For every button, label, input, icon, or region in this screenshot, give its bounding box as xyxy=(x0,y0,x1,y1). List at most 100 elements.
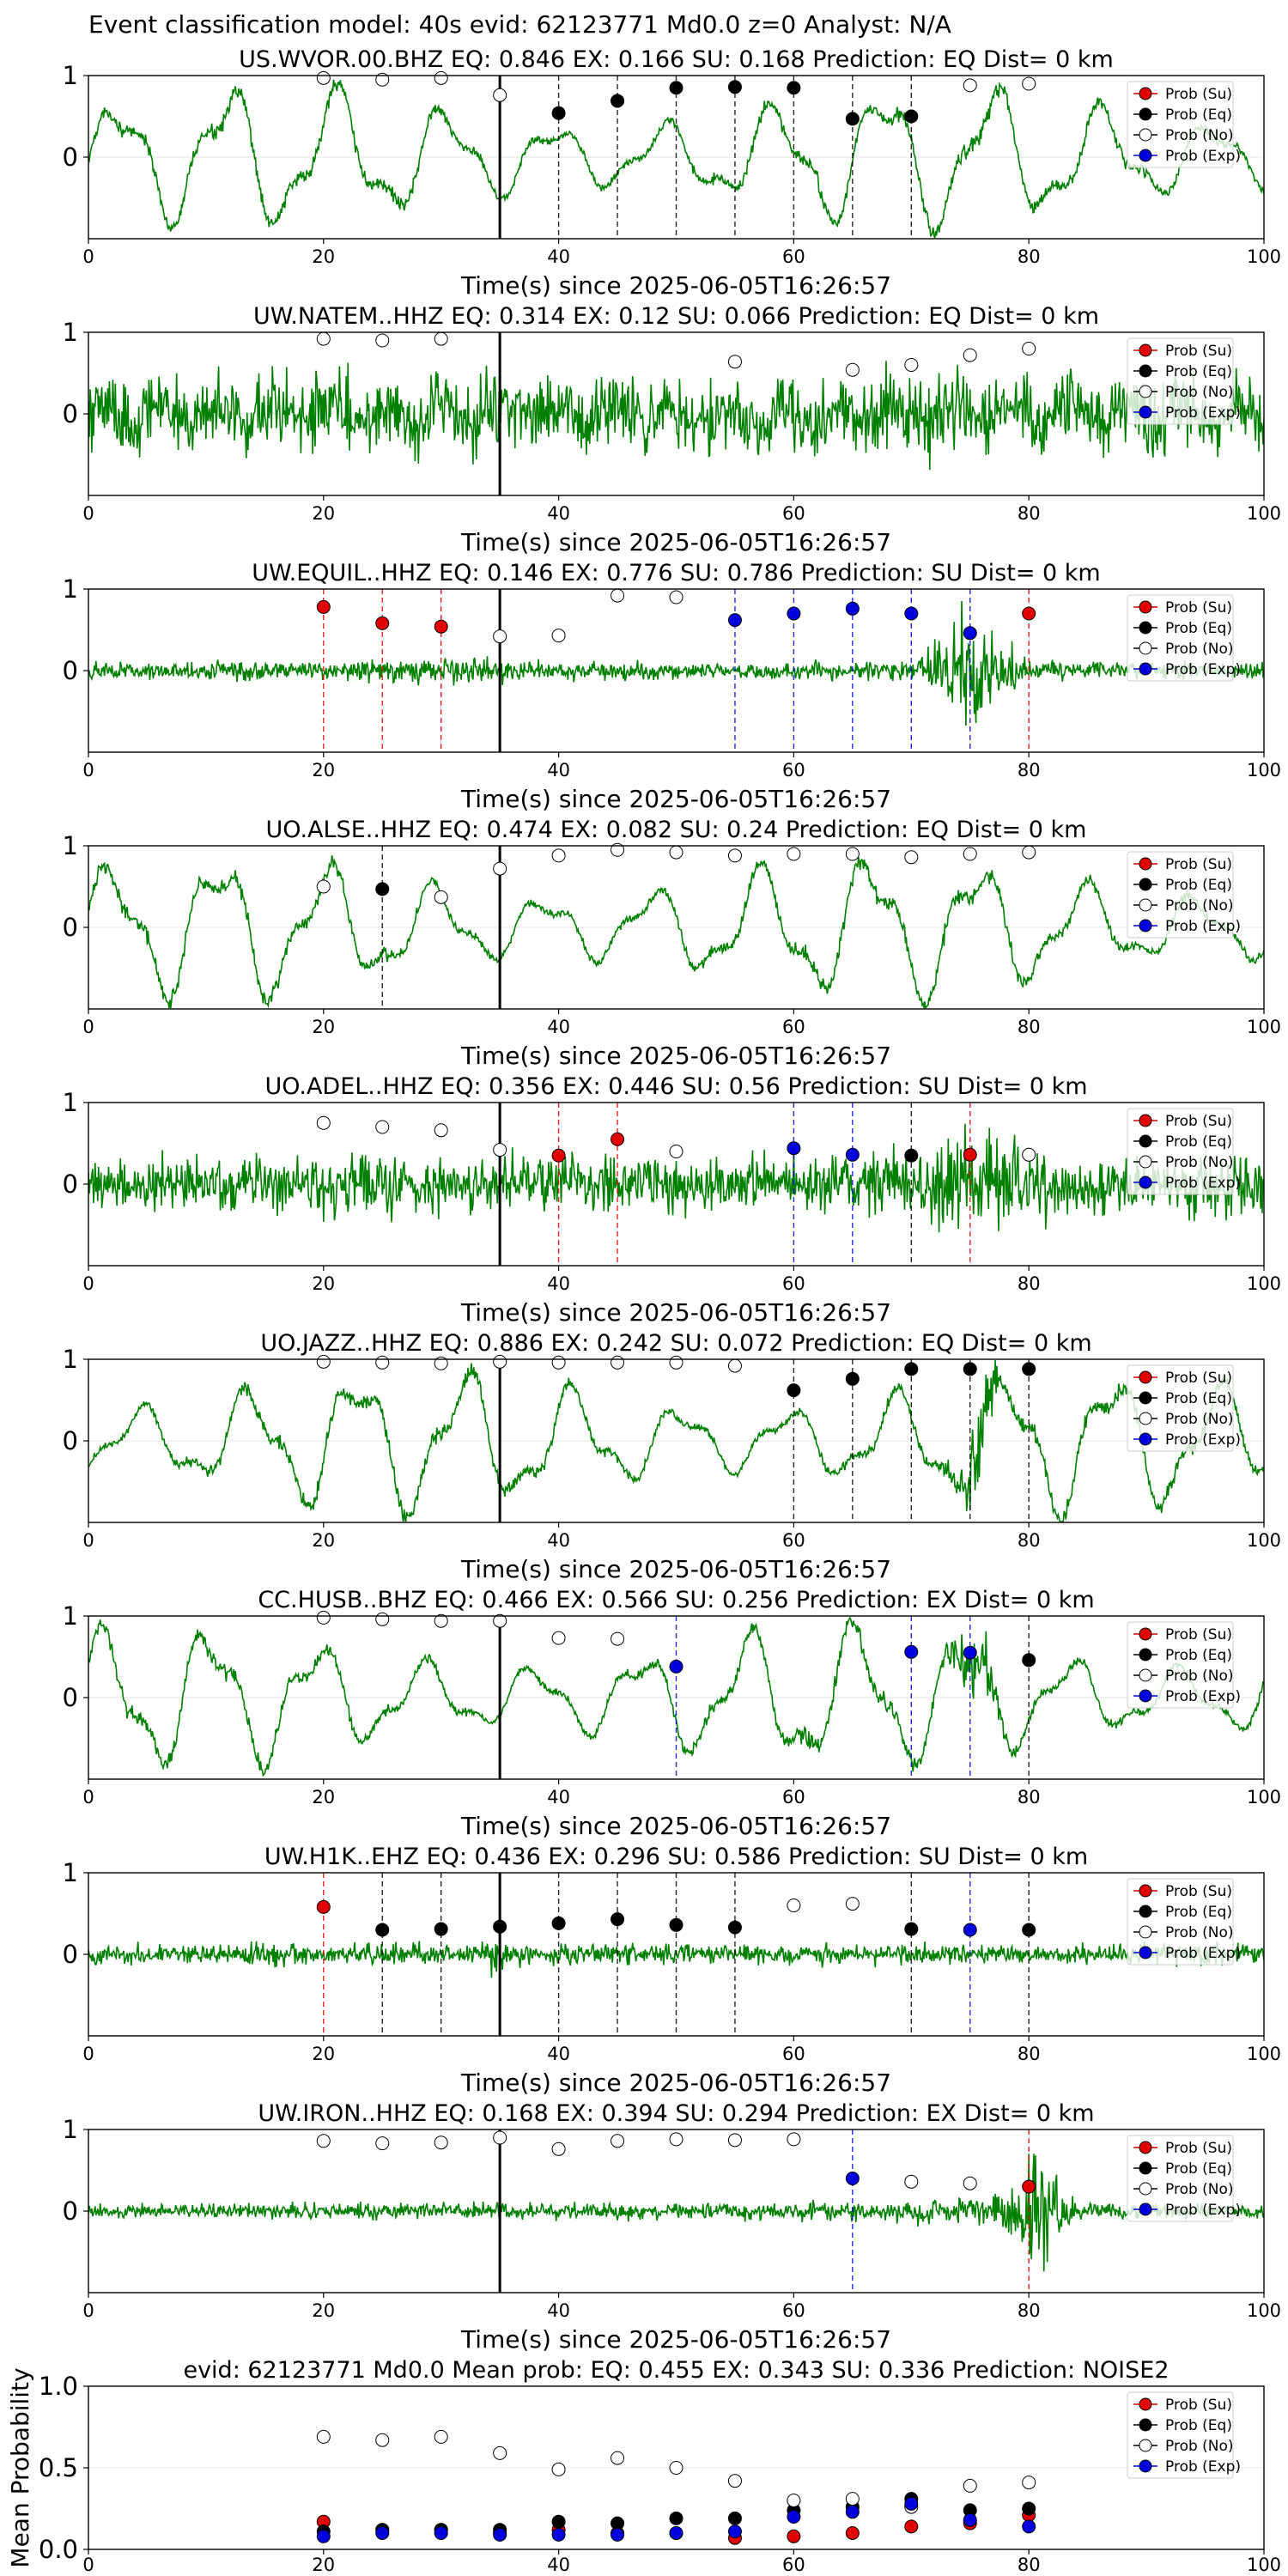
legend-marker-exp xyxy=(1139,919,1152,933)
x-tick-label: 80 xyxy=(1018,1530,1041,1551)
mean-point-no xyxy=(611,2451,625,2465)
prob-point-su xyxy=(1022,2179,1036,2194)
legend-box xyxy=(1127,2135,1234,2222)
prob-point-su xyxy=(551,1148,566,1163)
mean-point-no xyxy=(493,2445,507,2460)
legend-marker-exp xyxy=(1139,1689,1152,1703)
legend-label-no: Prob (No) xyxy=(1165,641,1234,658)
legend-marker-eq xyxy=(1139,1648,1152,1662)
panel-1: US.WVOR.00.BHZ EQ: 0.846 EX: 0.166 SU: 0… xyxy=(63,46,1282,300)
prob-point-eq xyxy=(904,1362,919,1376)
x-tick-label: 20 xyxy=(312,1787,335,1807)
x-tick-label: 0 xyxy=(82,503,94,524)
prob-point-eq xyxy=(375,1923,390,1937)
legend-marker-su xyxy=(1139,1114,1152,1127)
legend-label-su: Prob (Su) xyxy=(1165,1113,1232,1130)
panel-9: UW.IRON..HHZ EQ: 0.168 EX: 0.394 SU: 0.2… xyxy=(63,2100,1282,2354)
panel-title: US.WVOR.00.BHZ EQ: 0.846 EX: 0.166 SU: 0… xyxy=(239,46,1114,73)
prob-point-no xyxy=(434,2136,448,2150)
legend-marker-exp xyxy=(1139,1432,1152,1446)
prob-point-exp xyxy=(963,1923,977,1937)
x-tick-label: 80 xyxy=(1018,760,1041,781)
x-tick-label: 0 xyxy=(82,2555,94,2575)
x-tick-label: 0 xyxy=(82,760,94,781)
prob-point-no xyxy=(316,879,331,894)
panel-title: UO.ALSE..HHZ EQ: 0.474 EX: 0.082 SU: 0.2… xyxy=(266,817,1087,843)
prob-point-exp xyxy=(845,1147,860,1162)
legend: Prob (Su) Prob (Eq) Prob (No) Prob (Exp) xyxy=(1127,1878,1241,1965)
x-tick-label: 20 xyxy=(312,2300,335,2321)
prob-point-no xyxy=(845,362,860,377)
y-axis-label: Mean Probability xyxy=(6,2367,34,2567)
x-tick-label: 80 xyxy=(1018,1273,1041,1294)
prob-point-no xyxy=(434,70,448,85)
prob-point-no xyxy=(375,1612,390,1626)
prob-point-no xyxy=(434,331,448,346)
x-tick-label: 60 xyxy=(782,503,805,524)
legend-marker-su xyxy=(1139,1884,1152,1898)
prob-point-no xyxy=(727,1358,742,1373)
mean-point-exp xyxy=(669,2526,683,2540)
legend-box xyxy=(1127,81,1234,168)
legend-label-eq: Prob (Eq) xyxy=(1165,2160,1232,2178)
x-tick-label: 100 xyxy=(1247,760,1281,781)
y-tick-label: 0 xyxy=(63,1426,78,1455)
prob-point-no xyxy=(493,1143,507,1157)
mean-point-exp xyxy=(316,2529,331,2543)
mean-point-eq xyxy=(669,2511,683,2525)
x-tick-label: 0 xyxy=(82,1273,94,1294)
y-tick-label: 1 xyxy=(63,574,78,604)
panel-2: UW.NATEM..HHZ EQ: 0.314 EX: 0.12 SU: 0.0… xyxy=(63,303,1282,556)
legend-marker-eq xyxy=(1139,1134,1152,1148)
x-tick-label: 80 xyxy=(1018,246,1041,267)
prob-point-su xyxy=(434,619,448,634)
prob-point-eq xyxy=(611,1912,625,1927)
prob-point-eq xyxy=(963,1362,977,1376)
prob-point-no xyxy=(611,1631,625,1646)
prob-point-no xyxy=(1022,76,1036,91)
x-axis-label: Time(s) since 2025-06-05T16:26:57 xyxy=(460,528,891,556)
x-tick-label: 0 xyxy=(82,1530,94,1551)
legend: Prob (Su) Prob (Eq) Prob (No) Prob (Exp) xyxy=(1127,1621,1241,1709)
panel-title: UO.ADEL..HHZ EQ: 0.356 EX: 0.446 SU: 0.5… xyxy=(264,1073,1087,1100)
legend-label-su: Prob (Su) xyxy=(1165,856,1232,873)
legend-label-exp: Prob (Exp) xyxy=(1165,1945,1241,1962)
mean-point-exp xyxy=(493,2527,507,2542)
prob-point-eq xyxy=(787,1383,801,1398)
panel-title: UO.JAZZ..HHZ EQ: 0.886 EX: 0.242 SU: 0.0… xyxy=(260,1330,1091,1357)
prob-point-no xyxy=(904,358,919,372)
legend-marker-no xyxy=(1139,1668,1152,1682)
prob-point-no xyxy=(669,590,683,605)
mean-point-su xyxy=(904,2519,919,2534)
prob-point-no xyxy=(963,78,977,93)
x-tick-label: 80 xyxy=(1018,1017,1041,1037)
mean-point-exp xyxy=(727,2524,742,2539)
legend-label-exp: Prob (Exp) xyxy=(1165,1175,1241,1192)
legend-marker-eq xyxy=(1139,2161,1152,2175)
legend-marker-no xyxy=(1139,1412,1152,1425)
y-tick-label: 0.0 xyxy=(39,2535,78,2564)
mean-point-exp xyxy=(611,2527,625,2542)
legend-box xyxy=(1127,1108,1234,1195)
panel-mean-probability: evid: 62123771 Md0.0 Mean prob: EQ: 0.45… xyxy=(6,2357,1281,2575)
x-tick-label: 20 xyxy=(312,246,335,267)
x-tick-label: 20 xyxy=(312,1530,335,1551)
mean-point-exp xyxy=(551,2527,566,2542)
prob-point-eq xyxy=(1022,1923,1036,1937)
x-tick-label: 60 xyxy=(782,2300,805,2321)
legend: Prob (Su) Prob (Eq) Prob (No) Prob (Exp) xyxy=(1127,337,1241,425)
prob-point-no xyxy=(1022,845,1036,860)
prob-point-exp xyxy=(727,613,742,628)
y-tick-label: 1 xyxy=(63,1858,78,1887)
prob-point-no xyxy=(375,1120,390,1134)
x-tick-label: 40 xyxy=(547,2555,570,2575)
x-axis-label: Time(s) since 2025-06-05T16:26:57 xyxy=(460,1812,891,1840)
prob-point-no xyxy=(434,1613,448,1628)
panel-4: UO.ALSE..HHZ EQ: 0.474 EX: 0.082 SU: 0.2… xyxy=(63,817,1282,1070)
prob-point-no xyxy=(316,331,331,346)
prob-point-su xyxy=(963,1147,977,1162)
waveform-trace xyxy=(88,600,1264,726)
x-tick-label: 20 xyxy=(312,503,335,524)
x-tick-label: 0 xyxy=(82,1787,94,1807)
prob-point-no xyxy=(551,1355,566,1370)
